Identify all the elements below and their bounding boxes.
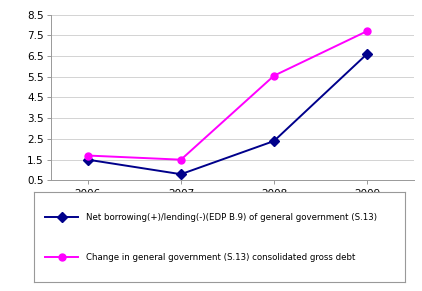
Text: Net borrowing(+)/lending(-)(EDP B.9) of general government (S.13): Net borrowing(+)/lending(-)(EDP B.9) of … [86, 213, 377, 222]
Text: Change in general government (S.13) consolidated gross debt: Change in general government (S.13) cons… [86, 253, 355, 262]
